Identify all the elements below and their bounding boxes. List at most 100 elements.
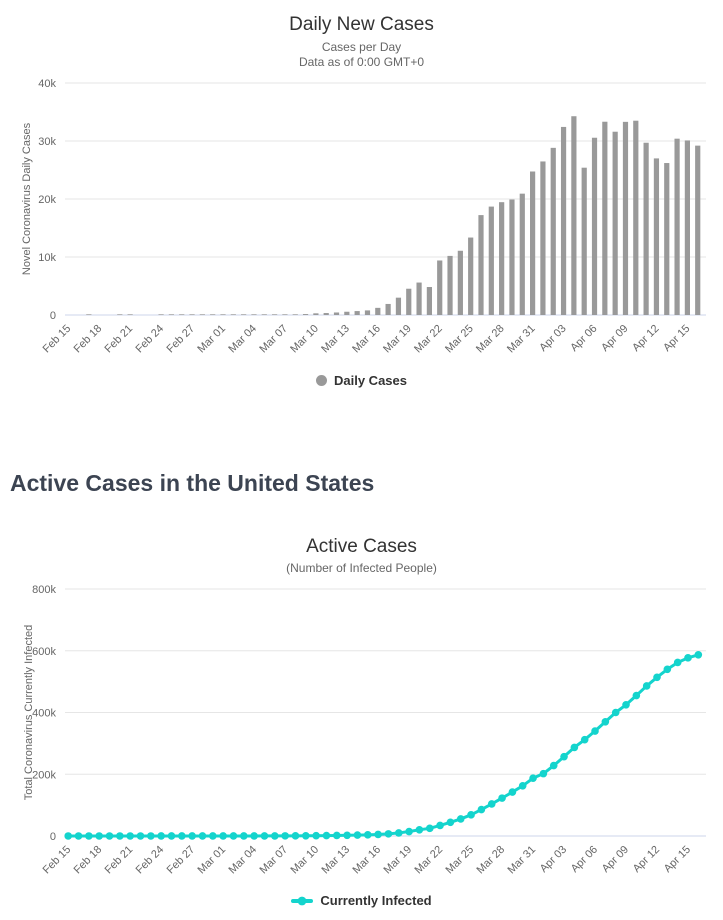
point-feb-23[interactable] <box>147 832 155 840</box>
bar-feb-25[interactable] <box>168 314 174 315</box>
point-feb-25[interactable] <box>167 832 176 840</box>
bar-mar-22[interactable] <box>437 260 443 315</box>
point-mar-12[interactable] <box>332 831 341 840</box>
bar-apr-13[interactable] <box>664 163 670 315</box>
point-feb-19[interactable] <box>105 832 114 840</box>
bar-mar-09[interactable] <box>302 314 309 315</box>
bar-mar-11[interactable] <box>323 313 329 315</box>
bar-feb-26[interactable] <box>179 314 185 315</box>
bar-mar-01[interactable] <box>220 314 226 315</box>
point-apr-14[interactable] <box>673 658 682 667</box>
bar-mar-27[interactable] <box>488 206 494 315</box>
bar-apr-09[interactable] <box>622 121 629 315</box>
point-apr-13[interactable] <box>663 665 672 674</box>
bar-mar-15[interactable] <box>364 310 371 315</box>
point-mar-14[interactable] <box>353 831 362 839</box>
point-mar-22[interactable] <box>436 821 444 830</box>
bar-apr-04[interactable] <box>571 116 577 315</box>
active-cases-legend[interactable]: Currently Infected <box>0 893 723 908</box>
bar-mar-06[interactable] <box>272 314 278 315</box>
point-mar-13[interactable] <box>343 831 351 840</box>
point-apr-03[interactable] <box>560 752 568 761</box>
point-mar-06[interactable] <box>271 832 279 840</box>
point-apr-12[interactable] <box>653 673 661 682</box>
point-feb-26[interactable] <box>178 832 186 840</box>
bar-mar-02[interactable] <box>230 314 236 315</box>
point-feb-22[interactable] <box>136 832 145 840</box>
bar-feb-20[interactable] <box>117 314 123 315</box>
point-mar-20[interactable] <box>415 826 424 834</box>
point-feb-15[interactable] <box>64 832 72 840</box>
bar-apr-14[interactable] <box>674 138 680 315</box>
point-apr-08[interactable] <box>611 708 620 717</box>
point-mar-16[interactable] <box>374 830 382 839</box>
point-mar-07[interactable] <box>281 832 289 840</box>
point-feb-28[interactable] <box>198 832 207 840</box>
bar-mar-16[interactable] <box>375 307 381 315</box>
point-mar-09[interactable] <box>301 831 310 840</box>
bar-mar-18[interactable] <box>395 297 402 315</box>
bar-mar-07[interactable] <box>282 314 288 315</box>
bar-feb-28[interactable] <box>199 314 205 315</box>
bar-feb-17[interactable] <box>86 314 92 315</box>
point-mar-18[interactable] <box>394 829 403 837</box>
bar-apr-08[interactable] <box>612 131 618 315</box>
point-apr-15[interactable] <box>684 654 692 662</box>
bar-apr-15[interactable] <box>684 140 690 315</box>
point-apr-05[interactable] <box>580 735 589 744</box>
point-apr-01[interactable] <box>539 769 548 778</box>
bar-mar-26[interactable] <box>478 215 484 315</box>
bar-feb-24[interactable] <box>158 314 164 315</box>
bar-apr-11[interactable] <box>643 142 649 315</box>
bar-apr-01[interactable] <box>540 161 546 315</box>
bar-mar-31[interactable] <box>530 171 536 315</box>
bar-mar-08[interactable] <box>292 314 298 315</box>
point-apr-16[interactable] <box>694 650 703 659</box>
point-mar-11[interactable] <box>322 831 331 840</box>
point-feb-17[interactable] <box>85 832 93 840</box>
bar-feb-21[interactable] <box>127 314 133 315</box>
bar-mar-19[interactable] <box>406 288 412 315</box>
point-mar-27[interactable] <box>487 800 496 808</box>
point-mar-21[interactable] <box>425 824 434 833</box>
point-mar-17[interactable] <box>384 830 393 838</box>
point-mar-23[interactable] <box>446 818 455 827</box>
bar-apr-16[interactable] <box>695 145 701 315</box>
point-feb-20[interactable] <box>116 832 124 840</box>
bar-mar-10[interactable] <box>313 313 319 315</box>
point-apr-04[interactable] <box>570 743 579 752</box>
point-feb-29[interactable] <box>209 832 217 840</box>
point-feb-16[interactable] <box>74 832 83 840</box>
bar-mar-30[interactable] <box>519 193 525 315</box>
point-mar-19[interactable] <box>405 827 413 836</box>
bar-mar-23[interactable] <box>447 255 453 315</box>
bar-mar-12[interactable] <box>333 312 340 315</box>
point-mar-29[interactable] <box>508 788 517 796</box>
bar-mar-14[interactable] <box>354 311 360 315</box>
point-mar-25[interactable] <box>467 811 475 819</box>
bar-apr-03[interactable] <box>560 126 567 315</box>
bar-apr-02[interactable] <box>550 147 556 315</box>
currently-infected-line[interactable] <box>66 653 700 838</box>
bar-feb-27[interactable] <box>189 314 195 315</box>
bar-apr-05[interactable] <box>581 167 587 315</box>
bar-mar-17[interactable] <box>385 303 391 315</box>
point-mar-30[interactable] <box>518 781 527 790</box>
point-mar-04[interactable] <box>250 832 258 840</box>
point-mar-24[interactable] <box>456 815 465 823</box>
bar-apr-06[interactable] <box>591 137 598 315</box>
daily-cases-legend[interactable]: Daily Cases <box>0 373 723 388</box>
point-apr-06[interactable] <box>591 727 599 735</box>
point-mar-08[interactable] <box>291 832 300 840</box>
bar-apr-07[interactable] <box>602 121 608 316</box>
point-mar-26[interactable] <box>477 805 486 814</box>
bar-mar-28[interactable] <box>499 202 505 315</box>
point-feb-18[interactable] <box>95 832 103 840</box>
point-feb-24[interactable] <box>157 832 165 840</box>
bar-mar-21[interactable] <box>426 287 432 315</box>
point-mar-15[interactable] <box>363 831 372 839</box>
bar-mar-24[interactable] <box>457 250 463 315</box>
point-mar-02[interactable] <box>229 832 238 840</box>
point-feb-27[interactable] <box>188 832 196 840</box>
